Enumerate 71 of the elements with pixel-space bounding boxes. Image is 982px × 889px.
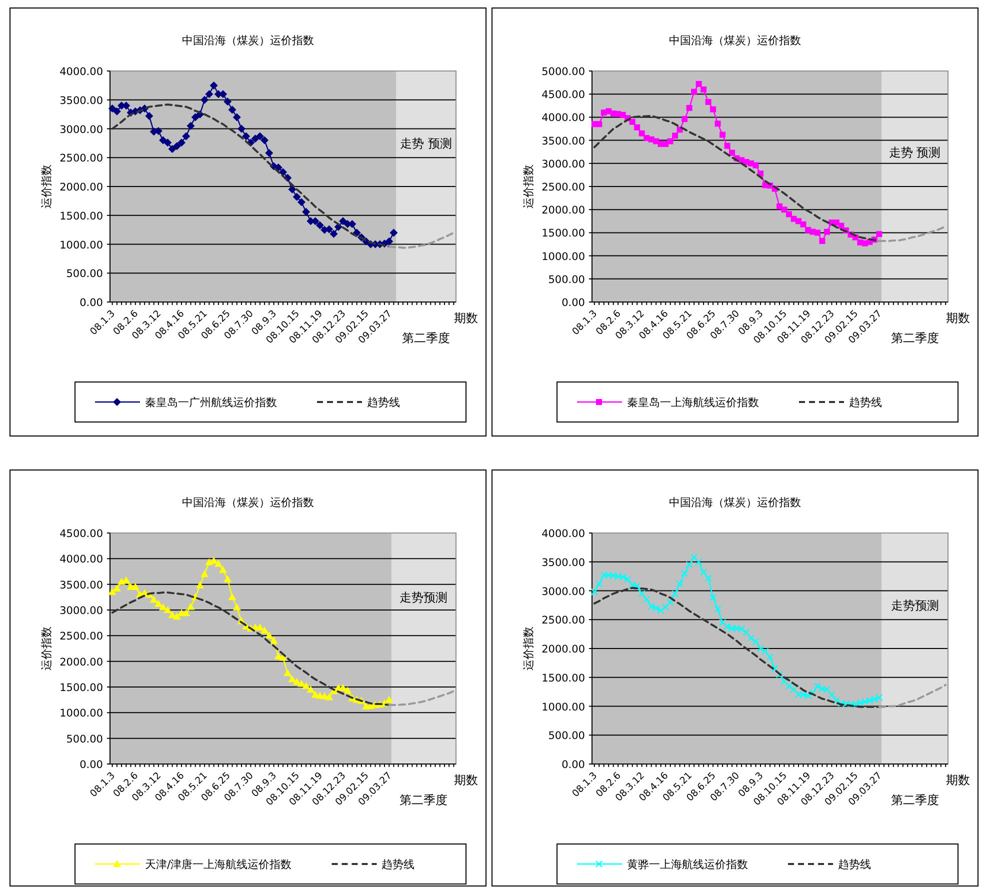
y-tick-label: 3000.00 <box>60 605 103 617</box>
chart-title: 中国沿海（煤炭）运价指数 <box>669 496 801 509</box>
y-tick-label: 0.00 <box>80 297 103 309</box>
y-tick-label: 4500.00 <box>60 528 103 540</box>
y-tick-label: 1000.00 <box>60 708 103 720</box>
y-tick-label: 4000.00 <box>60 554 103 566</box>
text: 第二季度 <box>890 331 939 345</box>
y-tick-label: 1500.00 <box>60 210 103 222</box>
y-tick-label: 2000.00 <box>60 182 103 194</box>
y-tick-label: 4000.00 <box>542 112 585 124</box>
legend-label: 趋势线 <box>838 858 871 871</box>
y-tick-label: 2000.00 <box>542 204 585 217</box>
y-tick-label: 1000.00 <box>60 239 103 252</box>
y-tick-label: 3500.00 <box>60 94 103 107</box>
y-tick-label: 4000.00 <box>542 528 585 540</box>
y-tick-label: 2000.00 <box>60 656 103 668</box>
y-tick-label: 1000.00 <box>542 250 585 263</box>
y-tick-label: 3500.00 <box>542 135 585 148</box>
legend-label: 趋势线 <box>382 858 415 871</box>
text: 第二季度 <box>402 331 450 345</box>
y-tick-label: 2500.00 <box>542 614 585 627</box>
y-tick-label: 1000.00 <box>542 701 585 714</box>
annotation: 走势预测 <box>400 590 448 605</box>
line-series <box>111 104 390 248</box>
y-tick-label: 2500.00 <box>60 630 103 643</box>
legend-label: 秦皇岛一上海航线运价指数 <box>627 396 759 409</box>
y-tick-label: 500.00 <box>66 733 103 746</box>
y-tick-label: 1500.00 <box>542 672 585 684</box>
y-tick-label: 3000.00 <box>542 586 585 598</box>
chart-title: 中国沿海（煤炭）运价指数 <box>182 496 314 509</box>
y-tick-label: 2500.00 <box>60 152 103 165</box>
y-axis-title: 运价指数 <box>40 626 53 670</box>
legend-label: 趋势线 <box>849 396 882 409</box>
x-axis-title: 期数 <box>454 773 478 787</box>
y-tick-label: 0.00 <box>562 759 585 771</box>
y-tick-label: 3000.00 <box>60 124 103 136</box>
annotation: 走势 预测 <box>400 136 452 151</box>
line-series <box>593 586 880 708</box>
x-axis-title: 期数 <box>946 773 970 787</box>
line-series <box>388 232 455 249</box>
x-axis-title: 期数 <box>946 311 970 325</box>
chart-title: 中国沿海（煤炭）运价指数 <box>669 34 801 47</box>
x-axis-title: 期数 <box>454 311 478 325</box>
legend-label: 天津/津唐一上海航线运价指数 <box>145 858 292 871</box>
chart-title: 中国沿海（煤炭）运价指数 <box>182 34 314 47</box>
y-tick-label: 1500.00 <box>542 228 585 240</box>
annotation: 走势预测 <box>890 598 939 613</box>
legend-label: 秦皇岛一广州航线运价指数 <box>145 396 277 409</box>
y-axis-title: 运价指数 <box>40 164 53 208</box>
legend-label: 黄骅一上海航线运价指数 <box>627 858 748 871</box>
y-tick-label: 5000.00 <box>542 66 585 78</box>
y-tick-label: 500.00 <box>548 274 585 286</box>
y-tick-label: 4000.00 <box>60 66 103 78</box>
text: 第二季度 <box>890 793 939 807</box>
y-tick-label: 3000.00 <box>542 158 585 170</box>
y-tick-label: 0.00 <box>562 297 585 309</box>
y-tick-label: 500.00 <box>548 730 585 742</box>
y-tick-label: 3500.00 <box>542 556 585 569</box>
legend-label: 趋势线 <box>367 396 400 409</box>
y-tick-label: 2000.00 <box>542 644 585 656</box>
y-tick-label: 500.00 <box>66 268 103 280</box>
y-tick-label: 3500.00 <box>60 579 103 592</box>
text: 第二季度 <box>400 793 448 807</box>
line-series <box>878 225 947 242</box>
y-tick-label: 1500.00 <box>60 682 103 694</box>
y-tick-label: 2500.00 <box>542 182 585 194</box>
y-tick-label: 4500.00 <box>542 89 585 102</box>
annotation: 走势 预测 <box>888 145 941 160</box>
y-tick-label: 0.00 <box>80 759 103 771</box>
y-axis-title: 运价指数 <box>522 626 535 670</box>
y-axis-title: 运价指数 <box>522 164 535 208</box>
